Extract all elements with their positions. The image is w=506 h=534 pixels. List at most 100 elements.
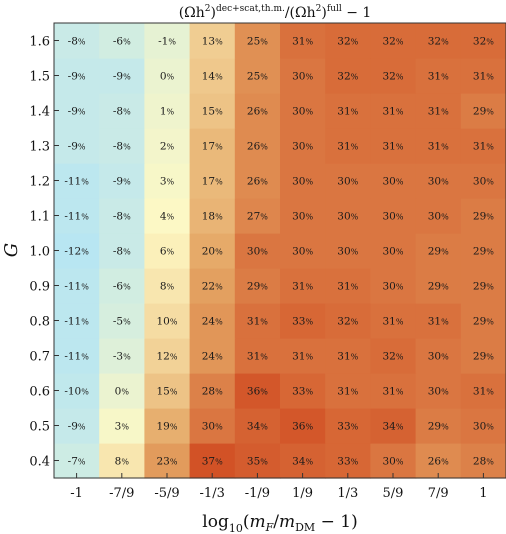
cell-value-label: 28% [473, 456, 494, 468]
heatmap-cell [234, 128, 281, 164]
cell-value-label: -11% [64, 351, 89, 363]
cell-value-label: 33% [337, 456, 358, 468]
heatmap-cell [460, 373, 506, 409]
heatmap-cell [234, 268, 281, 304]
cell-value-label: 31% [473, 71, 494, 83]
cell-value-label: 30% [292, 211, 313, 223]
cell-value-label: -9% [68, 421, 86, 433]
cell-value-label: 30% [337, 211, 358, 223]
cell-value-label: 20% [202, 246, 223, 258]
heatmap-cell [280, 58, 326, 94]
cell-value-label: 3% [115, 421, 130, 433]
cell-value-label: 29% [428, 281, 449, 293]
heatmap-cell [234, 443, 281, 479]
heatmap-cell [54, 163, 100, 199]
heatmap-cells [54, 23, 506, 479]
heatmap-cell [99, 23, 145, 59]
x-tick-label: 7/9 [428, 486, 449, 501]
y-tick-label: 0.6 [29, 385, 50, 400]
heatmap-cell [460, 233, 506, 269]
cell-value-label: 28% [202, 386, 223, 398]
cell-value-label: 10% [157, 316, 178, 328]
cell-value-label: 4% [160, 211, 175, 223]
heatmap-cell [144, 93, 191, 129]
y-tick-label: 0.5 [29, 420, 50, 435]
heatmap-cell [280, 233, 326, 269]
x-tick-label: -1/9 [245, 486, 270, 501]
heatmap-cell [144, 373, 191, 409]
y-tick-label: 0.4 [29, 455, 50, 470]
cell-value-label: 32% [337, 71, 358, 83]
heatmap-cell [144, 408, 191, 444]
cell-value-label: 31% [428, 71, 449, 83]
cell-value-label: 24% [202, 316, 223, 328]
heatmap-cell [325, 268, 371, 304]
cell-value-label: 36% [292, 421, 313, 433]
heatmap-cell [189, 198, 236, 234]
heatmap-cell [370, 303, 417, 339]
cell-value-label: 32% [337, 316, 358, 328]
heatmap-cell [460, 128, 506, 164]
cell-value-label: 33% [337, 421, 358, 433]
cell-value-label: 31% [473, 141, 494, 153]
cell-value-label: 29% [473, 316, 494, 328]
heatmap-cell [325, 198, 371, 234]
cell-value-label: 31% [337, 281, 358, 293]
cell-value-label: 31% [337, 141, 358, 153]
cell-value-label: 30% [428, 386, 449, 398]
cell-value-label: -12% [64, 246, 89, 258]
heatmap-cell [370, 163, 417, 199]
heatmap-cell [460, 163, 506, 199]
heatmap-cell [189, 443, 236, 479]
cell-value-label: 30% [428, 351, 449, 363]
cell-value-label: 31% [292, 36, 313, 48]
heatmap-cell [144, 303, 191, 339]
cell-value-label: 2% [160, 141, 175, 153]
heatmap-cell [144, 163, 191, 199]
heatmap-cell [325, 93, 371, 129]
cell-value-label: 30% [383, 176, 404, 188]
cell-value-label: 27% [247, 211, 268, 223]
cell-value-label: 29% [473, 246, 494, 258]
y-tick-label: 0.7 [29, 350, 50, 365]
heatmap-cell [325, 23, 371, 59]
cell-value-label: -8% [113, 211, 131, 223]
cell-value-label: 31% [292, 351, 313, 363]
heatmap-cell [144, 443, 191, 479]
cell-value-label: 32% [337, 36, 358, 48]
cell-value-label: 17% [202, 176, 223, 188]
heatmap-cell [415, 58, 462, 94]
cell-value-label: 3% [160, 176, 175, 188]
cell-value-label: 8% [115, 456, 130, 468]
x-tick-label: 1/9 [292, 486, 313, 501]
heatmap-cell [189, 128, 236, 164]
cell-value-label: 31% [247, 316, 268, 328]
cell-value-label: 31% [337, 351, 358, 363]
cell-value-label: 26% [247, 106, 268, 118]
heatmap-cell [144, 268, 191, 304]
heatmap-cell [370, 93, 417, 129]
cell-value-label: 30% [292, 176, 313, 188]
cell-value-label: -9% [113, 71, 131, 83]
heatmap-cell [280, 93, 326, 129]
heatmap-cell [460, 198, 506, 234]
cell-value-label: 26% [247, 141, 268, 153]
heatmap-cell [370, 198, 417, 234]
heatmap-cell [189, 58, 236, 94]
heatmap-cell [189, 163, 236, 199]
cell-value-label: 31% [383, 141, 404, 153]
heatmap-cell [370, 23, 417, 59]
cell-value-label: 13% [202, 36, 223, 48]
heatmap-cell [325, 58, 371, 94]
cell-value-label: 31% [383, 106, 404, 118]
heatmap-cell [144, 58, 191, 94]
cell-value-label: 30% [292, 106, 313, 118]
heatmap-cell [415, 408, 462, 444]
heatmap-cell [144, 23, 191, 59]
heatmap-cell [460, 23, 506, 59]
heatmap-cell [54, 373, 100, 409]
heatmap-cell [415, 443, 462, 479]
heatmap-cell [234, 303, 281, 339]
heatmap-cell [234, 233, 281, 269]
cell-value-label: 8% [160, 281, 175, 293]
